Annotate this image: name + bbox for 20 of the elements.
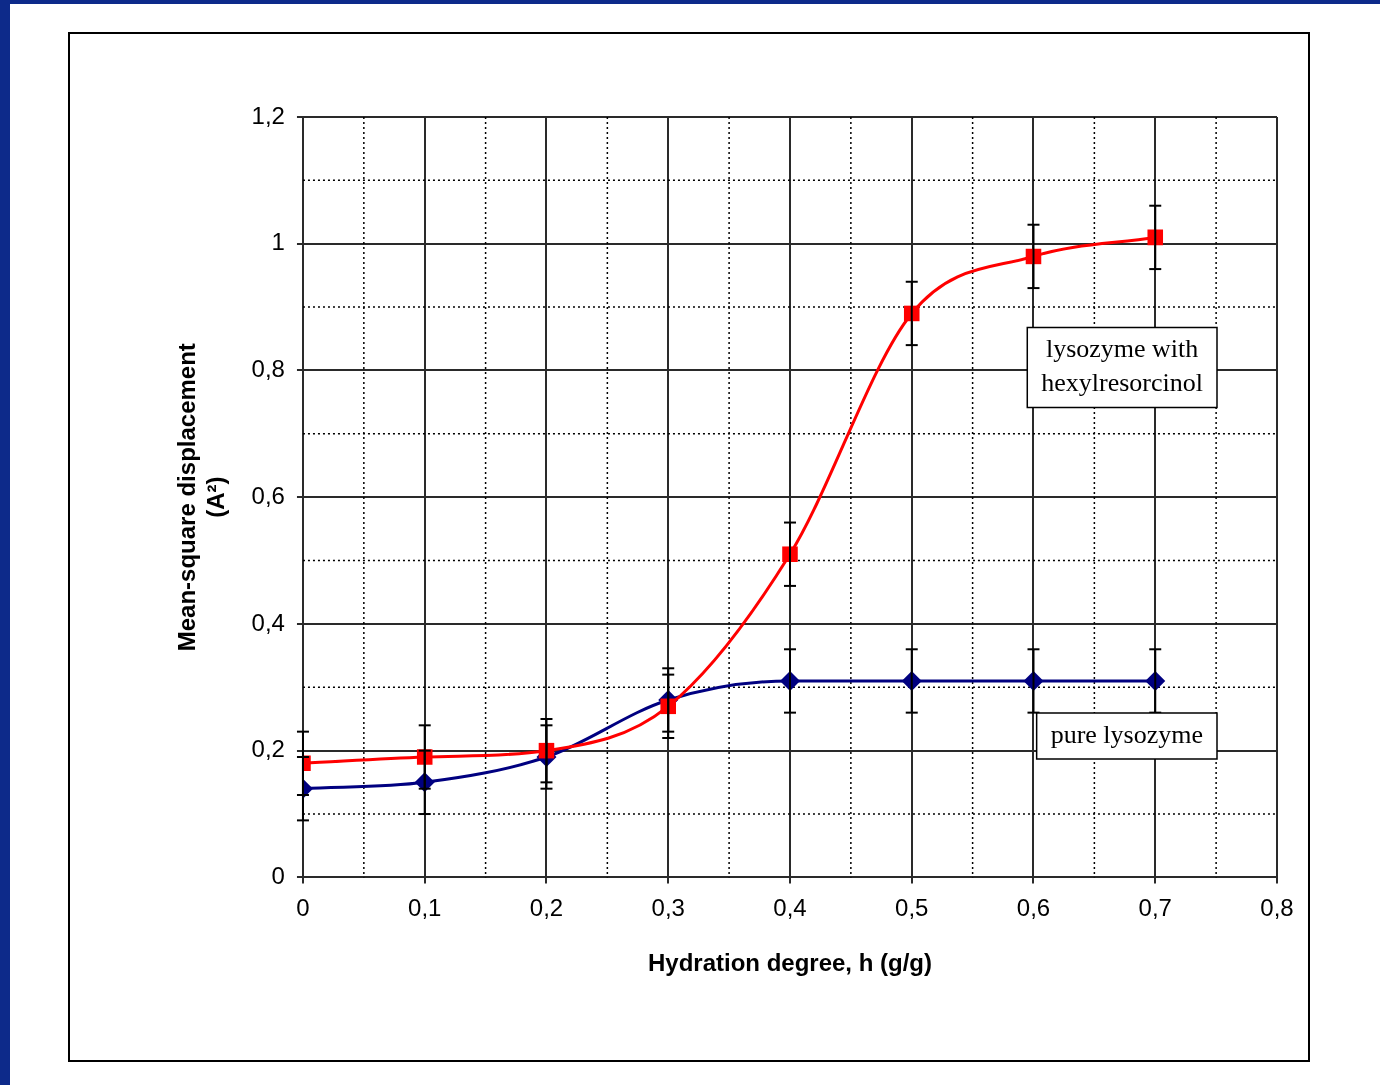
x-axis-title: Hydration degree, h (g/g) [647,949,932,977]
y-tick-label: 0,4 [251,608,285,636]
y-tick-label: 1 [271,228,285,256]
y-tick-label: 0 [271,862,285,890]
x-tick-label: 0,8 [1260,894,1294,922]
x-tick-label: 0,7 [1138,894,1172,922]
x-tick-label: 0,6 [1016,894,1051,922]
x-tick-label: 0,4 [773,894,807,922]
x-tick-label: 0,2 [529,894,564,922]
x-tick-label: 0,5 [895,894,929,922]
y-tick-label: 0,2 [251,735,285,763]
y-axis-title: Mean-square displacement (A²) [173,343,229,652]
x-tick-label: 0,1 [408,894,442,922]
text: lysozyme with hexylresorcinol [1041,334,1203,398]
series-label: pure lysozyme [1050,719,1203,749]
y-tick-label: 1,2 [251,101,285,129]
x-tick-label: 0 [296,894,310,922]
y-tick-label: 0,6 [251,481,285,509]
x-tick-label: 0,3 [651,894,685,922]
y-tick-label: 0,8 [251,355,285,383]
